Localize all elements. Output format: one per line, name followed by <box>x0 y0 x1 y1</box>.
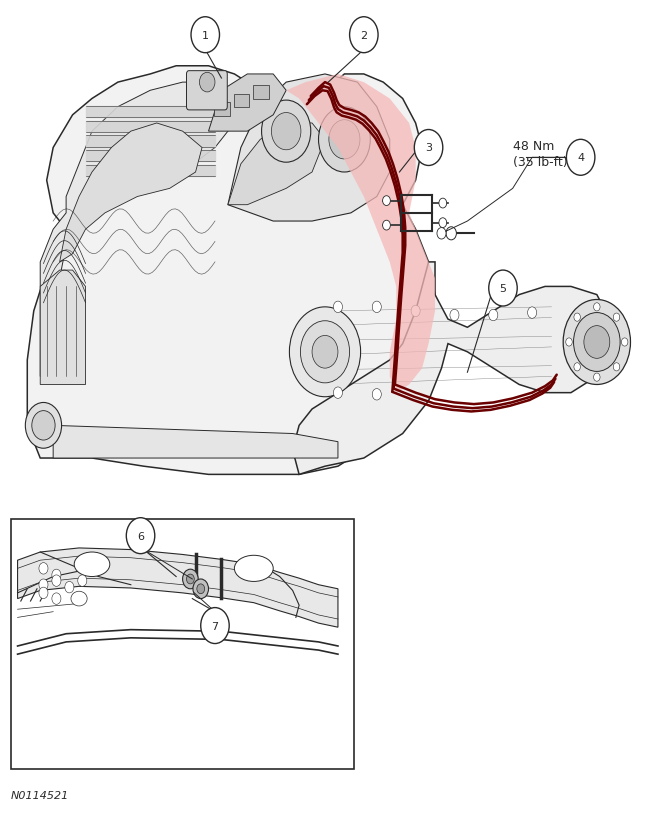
Circle shape <box>573 313 620 372</box>
Circle shape <box>566 338 572 346</box>
Polygon shape <box>228 75 390 222</box>
Text: 4: 4 <box>577 153 584 163</box>
Text: 2: 2 <box>360 30 367 41</box>
Circle shape <box>65 581 74 593</box>
Circle shape <box>126 518 155 554</box>
Circle shape <box>593 373 600 382</box>
Circle shape <box>437 229 446 240</box>
Ellipse shape <box>235 555 273 581</box>
Circle shape <box>318 107 370 173</box>
Text: 5: 5 <box>499 283 506 294</box>
Circle shape <box>191 18 220 53</box>
Circle shape <box>261 101 311 163</box>
FancyBboxPatch shape <box>187 71 228 111</box>
Circle shape <box>197 584 205 594</box>
Circle shape <box>300 321 350 383</box>
Polygon shape <box>60 124 202 263</box>
FancyBboxPatch shape <box>234 94 249 108</box>
Circle shape <box>52 575 61 586</box>
Circle shape <box>39 587 48 599</box>
Text: 48 Nm: 48 Nm <box>513 139 554 152</box>
Circle shape <box>563 300 630 385</box>
Circle shape <box>200 73 215 93</box>
Polygon shape <box>40 83 235 377</box>
Circle shape <box>489 271 517 306</box>
Circle shape <box>574 364 580 372</box>
Polygon shape <box>40 271 86 385</box>
Circle shape <box>289 307 361 397</box>
Circle shape <box>614 364 619 372</box>
Circle shape <box>621 338 628 346</box>
Circle shape <box>439 219 447 229</box>
Circle shape <box>183 569 198 589</box>
Circle shape <box>528 307 537 319</box>
Polygon shape <box>228 124 325 206</box>
Ellipse shape <box>74 552 110 577</box>
Text: (35 lb-ft): (35 lb-ft) <box>513 156 567 169</box>
Circle shape <box>439 199 447 209</box>
Polygon shape <box>292 263 610 475</box>
Circle shape <box>52 569 61 581</box>
Circle shape <box>350 18 378 53</box>
Circle shape <box>383 197 391 206</box>
Circle shape <box>312 336 338 369</box>
Circle shape <box>32 411 55 441</box>
Circle shape <box>566 140 595 176</box>
Circle shape <box>187 574 194 584</box>
Circle shape <box>25 403 62 449</box>
FancyBboxPatch shape <box>214 102 230 116</box>
Circle shape <box>329 120 360 160</box>
Circle shape <box>78 575 87 586</box>
Circle shape <box>39 579 48 590</box>
Ellipse shape <box>71 591 87 606</box>
FancyBboxPatch shape <box>11 520 354 769</box>
Circle shape <box>201 608 229 644</box>
FancyBboxPatch shape <box>253 86 268 100</box>
Circle shape <box>584 326 610 359</box>
Polygon shape <box>286 75 435 393</box>
Circle shape <box>411 305 420 317</box>
Circle shape <box>333 387 343 399</box>
Circle shape <box>372 389 382 400</box>
Polygon shape <box>27 66 435 475</box>
Circle shape <box>450 310 459 321</box>
Text: 3: 3 <box>425 143 432 153</box>
Text: 7: 7 <box>211 621 218 631</box>
Circle shape <box>446 228 456 241</box>
Polygon shape <box>18 548 338 627</box>
Circle shape <box>372 301 382 313</box>
Polygon shape <box>209 75 286 132</box>
Circle shape <box>39 563 48 574</box>
Circle shape <box>489 310 498 321</box>
Text: 1: 1 <box>202 30 209 41</box>
Text: N0114521: N0114521 <box>11 790 70 799</box>
Circle shape <box>272 113 301 151</box>
Text: 6: 6 <box>137 531 144 541</box>
Circle shape <box>193 579 209 599</box>
Circle shape <box>593 303 600 311</box>
Circle shape <box>614 314 619 322</box>
Circle shape <box>52 593 61 604</box>
Circle shape <box>574 314 580 322</box>
Circle shape <box>333 301 343 313</box>
Polygon shape <box>53 426 338 459</box>
Circle shape <box>383 221 391 231</box>
Circle shape <box>414 130 443 166</box>
